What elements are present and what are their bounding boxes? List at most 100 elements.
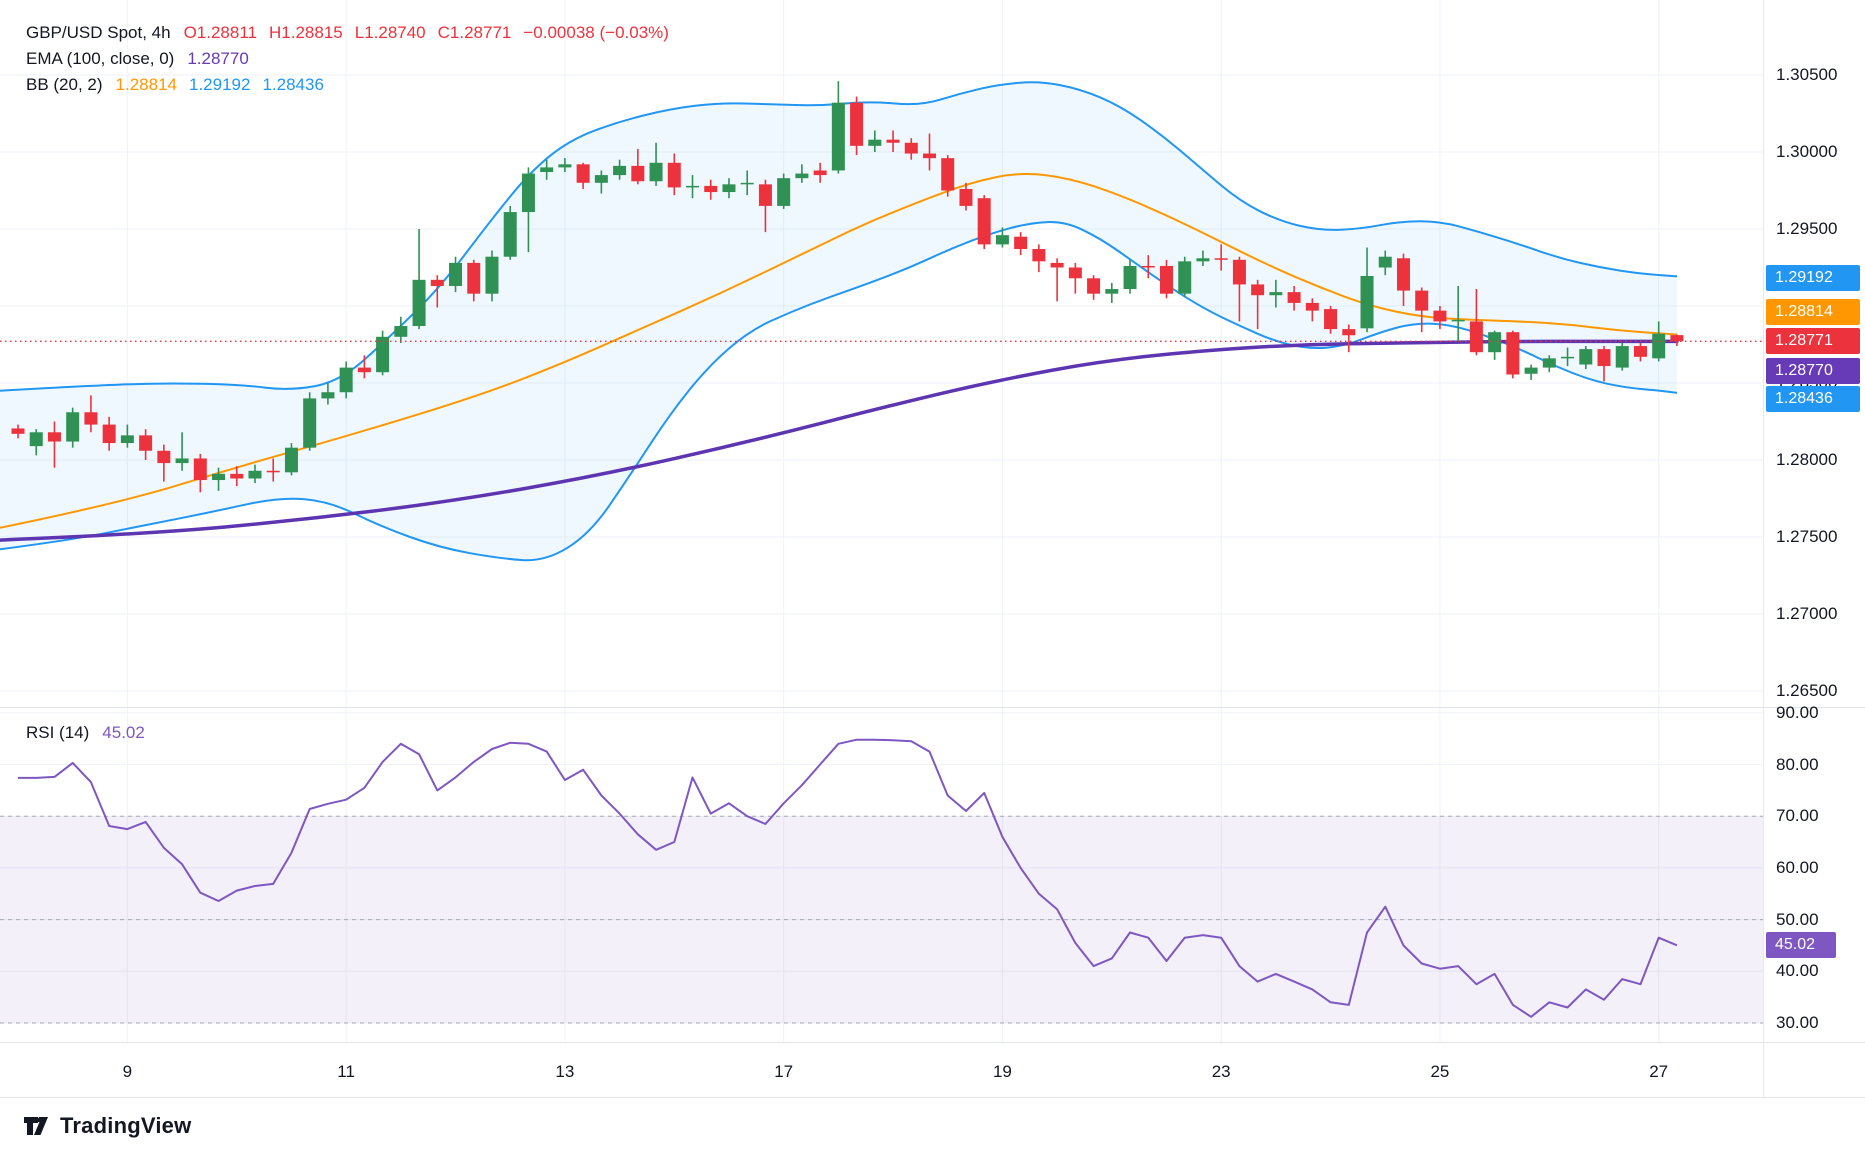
candle-body (795, 173, 809, 179)
ema-legend-label[interactable]: EMA (100, close, 0) (26, 49, 175, 68)
time-tick-label: 11 (337, 1062, 355, 1081)
rsi-tick-label: 80.00 (1776, 754, 1819, 774)
pane-separator[interactable] (0, 707, 1865, 708)
rsi-tick-label: 90.00 (1776, 702, 1819, 722)
time-tick-label: 17 (774, 1062, 794, 1081)
candle-body (1506, 332, 1520, 375)
candle-body (594, 175, 608, 183)
candle-body (704, 185, 718, 193)
candle-body (303, 398, 317, 448)
candle-body (1014, 236, 1028, 250)
candle-body (157, 450, 171, 464)
candle-body (1542, 358, 1556, 368)
candle-body (1123, 265, 1137, 290)
candle-body (230, 473, 244, 479)
price-tick-label: 1.30000 (1776, 142, 1838, 161)
candle-body (193, 458, 207, 481)
candle-body (1488, 332, 1502, 353)
candle-body (1214, 258, 1228, 260)
candle-body (84, 412, 98, 425)
rsi-line (18, 738, 1678, 1018)
candle-body (212, 473, 226, 481)
candle-body (558, 164, 572, 168)
candle-body (1324, 309, 1338, 330)
candle-body (923, 153, 936, 159)
ohlc-value: L1.28740 (354, 23, 426, 42)
price-badge: 1.28770 (1766, 358, 1860, 384)
candle-body (321, 392, 335, 399)
rsi-value: 45.02 (102, 723, 145, 742)
candle-body (1396, 258, 1410, 291)
candle-body (1670, 335, 1684, 342)
candle-body (686, 185, 700, 188)
candle-body (886, 139, 900, 143)
candle-body (485, 256, 499, 294)
bb-basis-line (0, 172, 1678, 529)
bb-legend-row: BB (20, 2) 1.28814 1.29192 1.28436 (26, 74, 324, 96)
symbol-title[interactable]: GBP/USD Spot, 4h (26, 23, 171, 42)
candle-body (1415, 290, 1429, 311)
candle-body (722, 184, 736, 193)
candle-body (120, 435, 134, 444)
time-axis-separator (0, 1042, 1865, 1043)
rsi-value-badge: 45.02 (1766, 932, 1836, 958)
time-tick-label: 19 (992, 1062, 1012, 1081)
candle-body (1342, 329, 1356, 336)
candle-body (47, 432, 61, 442)
price-badge: 1.29192 (1766, 265, 1860, 291)
candle-body (1287, 292, 1301, 303)
candle-body (1561, 356, 1575, 359)
candle-body (11, 428, 25, 434)
candle-body (1196, 258, 1210, 262)
ohlc-value: O1.28811 (183, 23, 257, 42)
candle-body (248, 470, 262, 479)
candle-body (412, 279, 426, 327)
candle-body (831, 102, 845, 171)
candle-body (1597, 349, 1611, 367)
price-tick-label: 1.28000 (1776, 450, 1838, 469)
rsi-tick-label: 60.00 (1776, 857, 1819, 877)
tradingview-logo[interactable]: TradingView (22, 1112, 191, 1140)
candle-body (1032, 249, 1046, 262)
candle-body (521, 173, 535, 213)
candle-body (1050, 262, 1064, 268)
rsi-legend-label[interactable]: RSI (14) (26, 723, 90, 742)
candle-body (175, 458, 189, 464)
candle-body (284, 447, 298, 473)
candle-body (1433, 310, 1447, 322)
time-tick-label: 9 (122, 1062, 133, 1081)
candle-body (66, 412, 80, 442)
candle-body (467, 262, 481, 294)
candle-body (357, 367, 371, 373)
time-tick-label: 23 (1211, 1062, 1231, 1081)
candle-body (868, 139, 882, 146)
candle-body (1579, 349, 1593, 365)
rsi-tick-label: 40.00 (1776, 961, 1819, 981)
price-tick-label: 1.27000 (1776, 604, 1838, 623)
price-axis-spine (1763, 0, 1764, 1097)
candle-body (503, 212, 517, 257)
time-tick-label: 25 (1430, 1062, 1450, 1081)
candle-body (758, 184, 772, 206)
bb-legend-label[interactable]: BB (20, 2) (26, 75, 103, 94)
candle-body (904, 142, 918, 154)
ema-legend-row: EMA (100, close, 0) 1.28770 (26, 48, 249, 70)
candle-body (1068, 267, 1082, 279)
candle-body (649, 162, 663, 182)
candle-body (1652, 333, 1666, 359)
bottom-border (0, 1097, 1865, 1098)
main-legend-row: GBP/USD Spot, 4h O1.28811 H1.28815 L1.2874… (26, 22, 669, 44)
bb-values: 1.28814 1.29192 1.28436 (116, 74, 324, 96)
ema-value: 1.28770 (187, 49, 249, 68)
candle-body (1524, 367, 1538, 374)
candle-body (430, 279, 444, 286)
candle-body (339, 367, 353, 393)
candle-body (376, 336, 390, 373)
rsi-legend-row: RSI (14) 45.02 (26, 722, 145, 744)
ohlc-value: H1.28815 (269, 23, 343, 42)
candle-body (1360, 275, 1374, 329)
candle-body (941, 158, 955, 191)
candle-body (1159, 265, 1173, 294)
candle-body (1269, 292, 1283, 296)
